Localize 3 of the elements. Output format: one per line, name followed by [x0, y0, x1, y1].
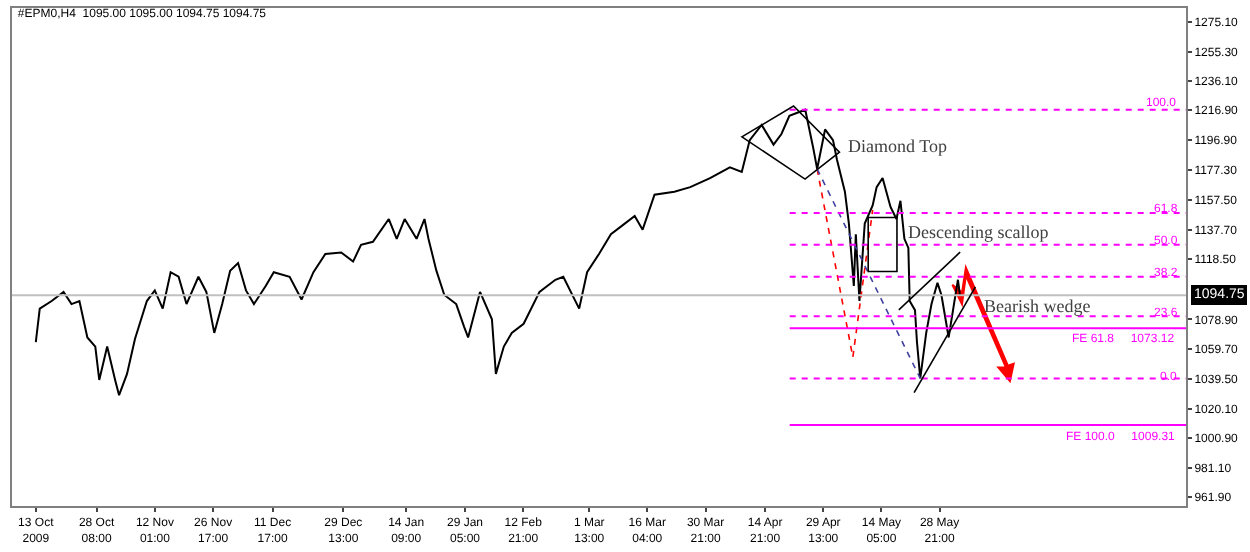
annotation: Descending scallop	[908, 222, 1050, 242]
annotation: Diamond Top	[848, 136, 948, 156]
annotation: Bearish wedge	[984, 296, 1091, 316]
